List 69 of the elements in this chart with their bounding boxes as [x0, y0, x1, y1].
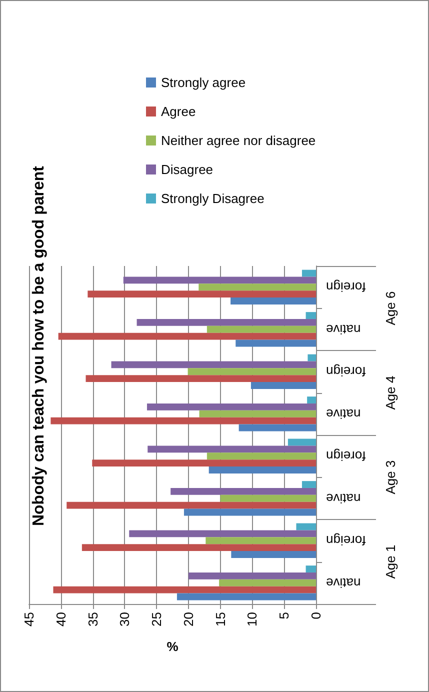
bar — [146, 403, 316, 410]
text: Nobody can teach you how to be a good parent — [30, 165, 48, 526]
legend-label: Agree — [161, 104, 196, 119]
bar — [82, 544, 316, 552]
bar — [58, 332, 316, 340]
bar — [206, 537, 316, 544]
x-tick-label: 10 — [244, 612, 260, 626]
bar — [306, 566, 316, 572]
y-tick-label: native — [326, 490, 361, 506]
x-tick-label: 0 — [308, 612, 324, 620]
bar — [184, 508, 316, 516]
bar — [92, 460, 316, 467]
bar — [136, 318, 316, 326]
text: Age 3 — [383, 460, 398, 494]
x-tick-label: 40 — [53, 612, 68, 626]
bar — [206, 326, 316, 333]
x-tick-label: 35 — [85, 612, 100, 626]
bar — [148, 446, 316, 453]
bar — [123, 276, 316, 284]
y-tick-label: foreign — [326, 280, 366, 295]
bar — [53, 586, 316, 594]
bar — [231, 551, 316, 558]
bar — [238, 424, 316, 432]
text: Age 1 — [383, 544, 398, 579]
bar — [111, 361, 316, 368]
bar — [230, 298, 316, 304]
bar — [188, 572, 316, 580]
bar — [250, 382, 316, 389]
x-tick-label: 15 — [212, 612, 228, 626]
legend-label: Strongly agree — [161, 75, 246, 90]
bar — [199, 410, 316, 418]
y-tick-label: foreign — [326, 533, 366, 548]
text: Age 4 — [383, 376, 398, 410]
bar — [188, 368, 316, 376]
legend-label: Strongly Disagree — [161, 191, 264, 206]
bar — [302, 270, 316, 277]
bar — [219, 579, 316, 586]
x-tick-label: 5 — [276, 612, 292, 620]
bar — [306, 312, 316, 319]
bar — [198, 284, 316, 291]
legend-label: Disagree — [161, 162, 214, 177]
bar — [206, 452, 316, 460]
x-tick-label: 20 — [180, 612, 196, 626]
y-tick-label: native — [326, 575, 361, 590]
bar — [302, 481, 316, 488]
bar — [129, 530, 316, 538]
text: Age 6 — [383, 291, 398, 326]
x-axis-title: % — [166, 639, 179, 654]
y-tick-label: foreign — [326, 364, 366, 380]
bar — [86, 375, 316, 382]
bar — [220, 494, 316, 502]
x-tick-label: 25 — [149, 612, 164, 626]
bar — [307, 396, 316, 404]
bar — [208, 466, 316, 474]
bar — [288, 438, 316, 446]
bar — [296, 523, 316, 530]
bar — [176, 593, 316, 600]
y-tick-label: foreign — [326, 448, 366, 464]
bar — [88, 290, 316, 298]
y-tick-label: native — [326, 406, 361, 422]
bar — [308, 354, 316, 362]
x-tick-label: 45 — [22, 612, 36, 626]
bar — [66, 502, 316, 509]
bar — [50, 417, 316, 424]
bar — [170, 488, 316, 495]
legend-label: Neither agree nor disagree — [161, 133, 316, 148]
x-tick-label: 30 — [117, 612, 132, 626]
bar — [236, 340, 316, 347]
y-tick-label: native — [326, 322, 361, 337]
